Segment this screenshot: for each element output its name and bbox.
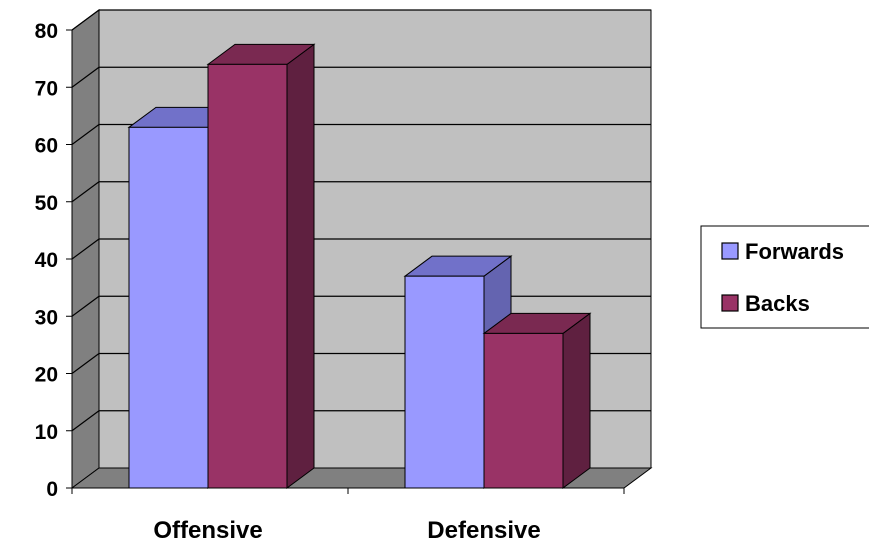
x-axis-category-labels: Offensive Defensive — [153, 517, 540, 544]
y-tick-label: 60 — [35, 135, 58, 158]
legend-swatch-forwards — [721, 242, 739, 260]
gridline — [71, 181, 651, 203]
y-tick-label: 20 — [35, 364, 58, 387]
bar-backs-offensive — [206, 43, 316, 489]
bar-front — [128, 126, 209, 489]
y-tick-label: 0 — [46, 478, 58, 501]
y-tick-label: 80 — [35, 20, 58, 43]
y-tick-label: 40 — [35, 249, 58, 272]
gridline — [71, 66, 651, 88]
bar-backs-defensive — [482, 312, 592, 489]
y-tick-label: 30 — [35, 306, 58, 329]
bar-front — [483, 332, 564, 489]
gridline — [71, 238, 651, 260]
y-tick-label: 50 — [35, 192, 58, 215]
bar-front — [404, 275, 485, 489]
legend-label-backs: Backs — [745, 291, 810, 316]
legend-swatch-backs — [721, 294, 739, 312]
y-tick-label: 10 — [35, 421, 58, 444]
gridline — [71, 9, 651, 31]
legend-label-forwards: Forwards — [745, 239, 844, 264]
bar-side — [562, 312, 591, 489]
legend: Forwards Backs — [700, 225, 869, 329]
bar-side — [286, 43, 315, 489]
bar-front — [207, 63, 288, 489]
bars — [127, 43, 592, 489]
x-category-label: Defensive — [427, 517, 540, 544]
gridline — [71, 123, 651, 145]
x-category-label: Offensive — [153, 517, 262, 544]
y-axis-tick-labels: 0 10 20 30 40 50 60 70 80 — [35, 20, 58, 501]
y-tick-label: 70 — [35, 77, 58, 100]
